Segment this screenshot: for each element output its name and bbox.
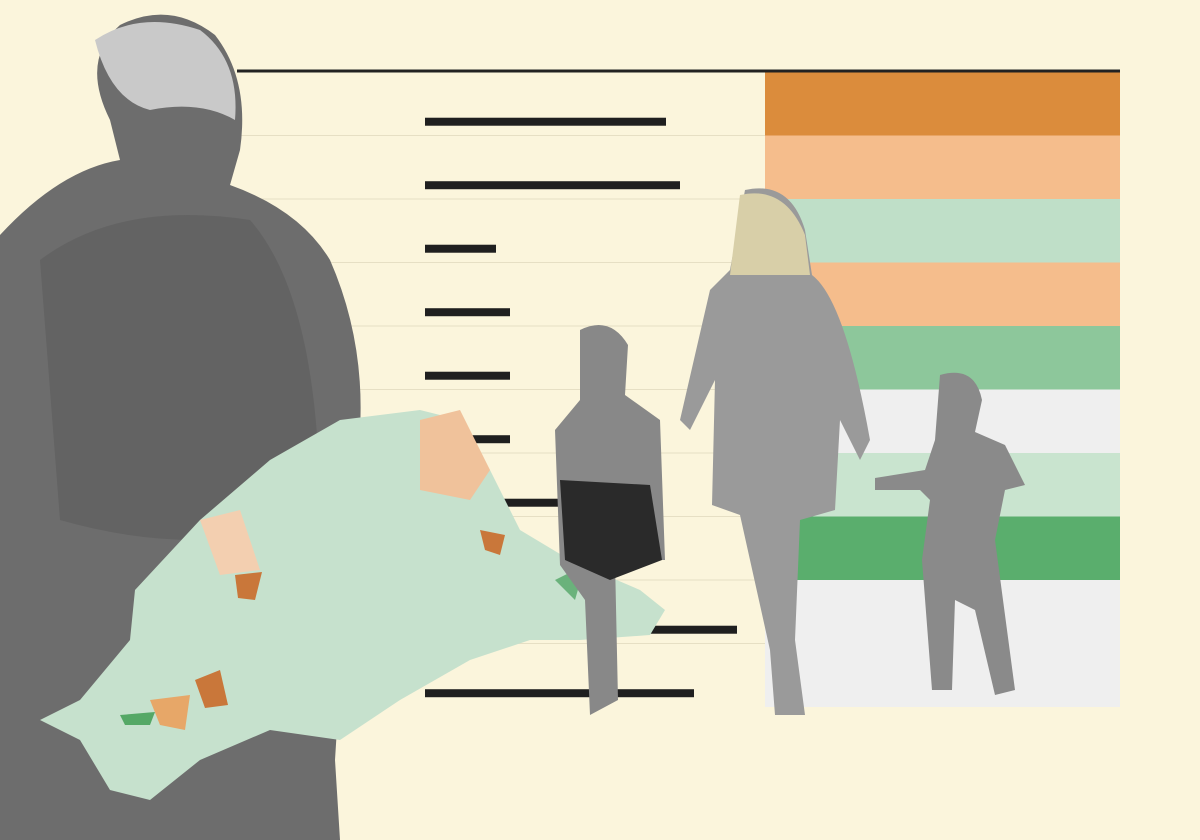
map-region xyxy=(195,670,228,708)
map-region xyxy=(120,712,155,725)
map-region xyxy=(480,530,505,555)
bar xyxy=(425,181,680,190)
bar xyxy=(425,117,666,126)
bar xyxy=(425,371,510,380)
person-woman xyxy=(680,188,870,716)
hair xyxy=(730,193,810,275)
person-child xyxy=(875,372,1025,695)
bar xyxy=(425,308,510,317)
hair xyxy=(95,22,236,120)
bar xyxy=(425,244,496,253)
map-region xyxy=(420,410,490,500)
map xyxy=(40,410,665,800)
map-region xyxy=(150,695,190,730)
stripe xyxy=(765,135,1120,199)
jacket xyxy=(560,480,662,580)
map-region xyxy=(200,510,260,575)
stripe xyxy=(765,72,1120,136)
collage xyxy=(0,14,1025,840)
bar xyxy=(425,689,694,698)
stripe xyxy=(765,199,1120,263)
sweater xyxy=(40,215,320,540)
map-region xyxy=(235,572,262,600)
